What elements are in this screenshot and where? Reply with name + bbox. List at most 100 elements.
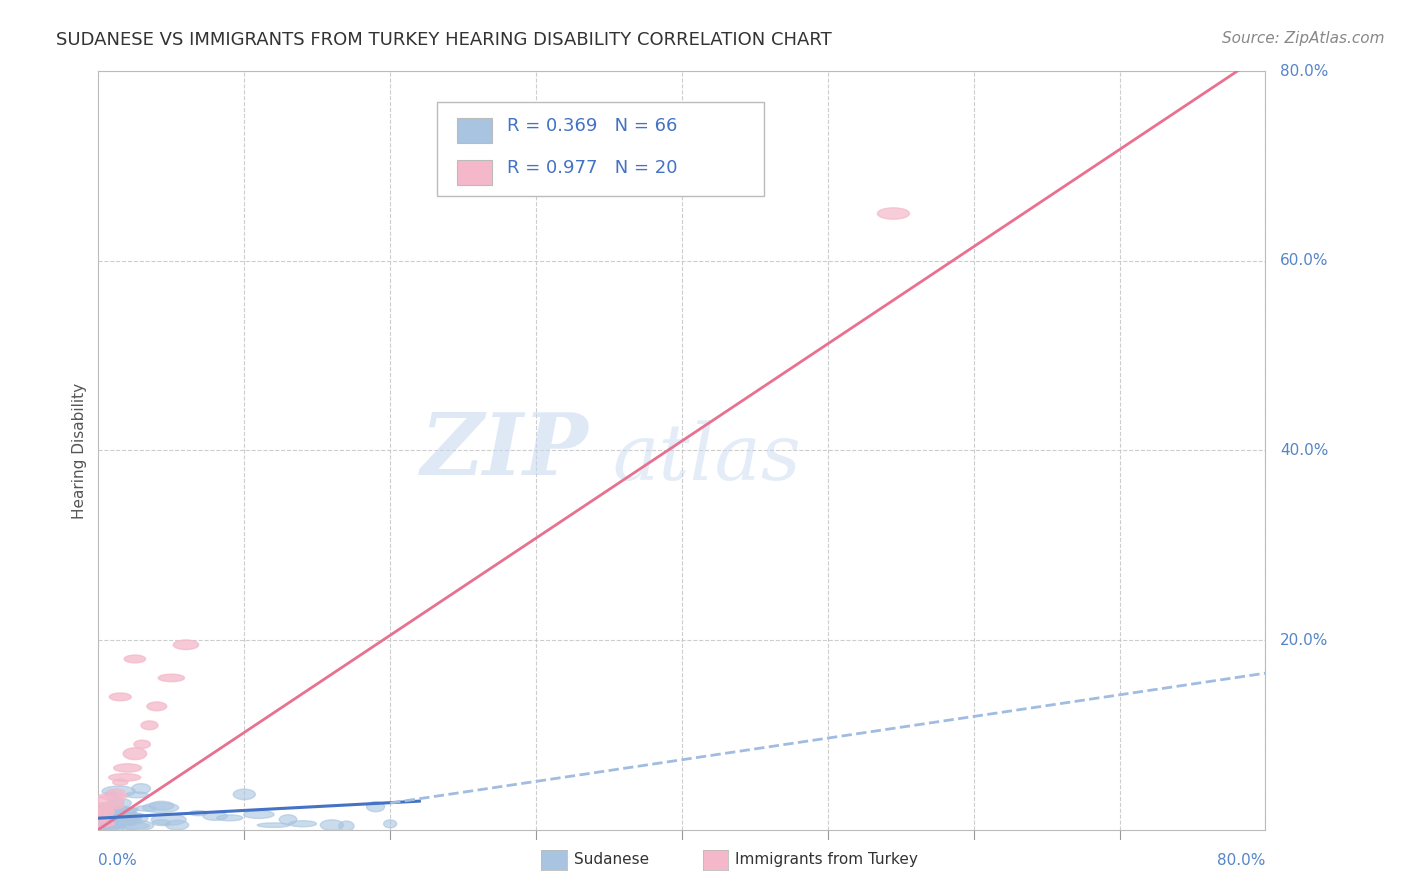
Ellipse shape [100,817,115,822]
Ellipse shape [132,784,150,794]
Ellipse shape [141,721,157,730]
Ellipse shape [339,821,354,831]
Ellipse shape [112,779,128,785]
Ellipse shape [125,792,148,797]
Ellipse shape [107,797,124,807]
Ellipse shape [94,812,127,816]
Ellipse shape [96,821,121,831]
Ellipse shape [136,805,156,811]
Ellipse shape [111,816,124,825]
Ellipse shape [103,786,135,797]
Ellipse shape [117,807,138,813]
Ellipse shape [107,789,125,794]
Ellipse shape [110,798,131,807]
Ellipse shape [93,803,124,809]
Text: Immigrants from Turkey: Immigrants from Turkey [735,853,918,867]
Bar [457,160,492,186]
Ellipse shape [93,811,112,820]
Ellipse shape [288,821,316,827]
Ellipse shape [107,814,139,824]
Ellipse shape [257,823,290,828]
Ellipse shape [111,822,125,831]
Ellipse shape [103,821,136,824]
Text: 80.0%: 80.0% [1279,64,1329,78]
Ellipse shape [94,809,114,816]
Ellipse shape [98,818,114,827]
Ellipse shape [128,817,142,823]
Ellipse shape [142,803,179,813]
Text: 0.0%: 0.0% [98,854,138,868]
Ellipse shape [233,789,256,799]
Ellipse shape [110,693,131,701]
Y-axis label: Hearing Disability: Hearing Disability [72,383,87,518]
Ellipse shape [121,822,136,826]
Ellipse shape [152,814,186,825]
Bar [457,119,492,144]
Ellipse shape [146,702,167,711]
Ellipse shape [97,816,128,825]
Ellipse shape [101,813,132,821]
Ellipse shape [90,815,117,825]
Ellipse shape [152,820,170,826]
Ellipse shape [94,822,115,828]
Ellipse shape [190,811,208,815]
Ellipse shape [384,820,396,828]
Text: R = 0.369   N = 66: R = 0.369 N = 66 [508,117,678,135]
Ellipse shape [94,814,110,822]
Ellipse shape [98,793,128,799]
Ellipse shape [173,640,198,649]
Text: atlas: atlas [612,420,800,496]
Ellipse shape [100,820,125,823]
Ellipse shape [122,821,153,830]
Ellipse shape [108,814,121,824]
Ellipse shape [117,813,148,824]
Ellipse shape [97,796,124,806]
Ellipse shape [877,208,910,219]
Ellipse shape [243,811,274,819]
Ellipse shape [107,809,122,820]
Ellipse shape [124,747,146,760]
Text: Source: ZipAtlas.com: Source: ZipAtlas.com [1222,31,1385,46]
Ellipse shape [104,808,122,816]
Ellipse shape [134,740,150,748]
Ellipse shape [104,818,124,827]
Text: ZIP: ZIP [420,409,589,492]
Ellipse shape [321,820,343,830]
Ellipse shape [94,820,110,830]
Ellipse shape [94,814,114,823]
Ellipse shape [159,674,184,681]
Ellipse shape [149,801,174,810]
Text: 40.0%: 40.0% [1279,443,1329,458]
Ellipse shape [97,807,114,814]
Ellipse shape [124,655,146,663]
Text: 60.0%: 60.0% [1279,253,1329,268]
Ellipse shape [166,821,188,830]
Ellipse shape [117,808,136,817]
Ellipse shape [217,815,243,821]
Ellipse shape [89,818,122,826]
Ellipse shape [367,802,385,812]
Ellipse shape [103,805,128,813]
Ellipse shape [114,822,149,830]
Ellipse shape [86,821,115,831]
FancyBboxPatch shape [437,102,763,196]
Text: Sudanese: Sudanese [574,853,648,867]
Ellipse shape [90,803,111,807]
Text: R = 0.977   N = 20: R = 0.977 N = 20 [508,159,678,177]
Ellipse shape [202,812,228,821]
Text: 20.0%: 20.0% [1279,632,1329,648]
Ellipse shape [93,805,128,813]
Ellipse shape [107,809,120,816]
Ellipse shape [86,821,115,827]
Ellipse shape [100,806,121,813]
Ellipse shape [108,773,141,781]
Ellipse shape [125,814,142,820]
Ellipse shape [114,807,136,814]
Ellipse shape [114,764,142,772]
Ellipse shape [104,792,118,796]
Ellipse shape [280,814,297,824]
Text: SUDANESE VS IMMIGRANTS FROM TURKEY HEARING DISABILITY CORRELATION CHART: SUDANESE VS IMMIGRANTS FROM TURKEY HEARI… [56,31,832,49]
Ellipse shape [87,824,114,830]
Ellipse shape [108,817,124,822]
Ellipse shape [94,818,120,828]
